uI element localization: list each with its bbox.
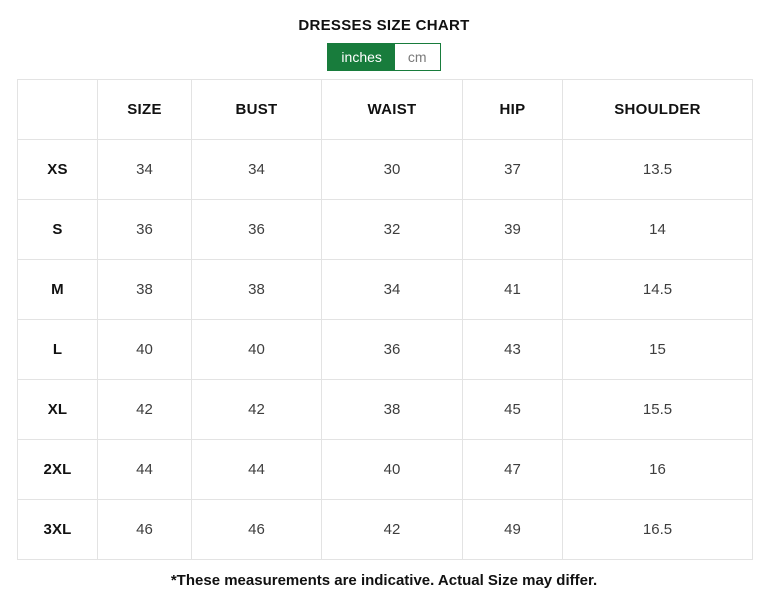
measurement-cell: 34 [97,139,192,200]
size-row-label: 3XL [17,499,98,560]
measurement-cell: 38 [321,379,463,440]
header-cell-hip: HIP [462,79,563,140]
measurement-cell: 40 [321,439,463,500]
header-cell-empty [17,79,98,140]
table-row: XS 34 34 30 37 13.5 [17,139,753,200]
table-header-row: SIZE BUST WAIST HIP SHOULDER [17,79,753,140]
measurement-cell: 43 [462,319,563,380]
table-row: M 38 38 34 41 14.5 [17,259,753,320]
size-row-label: XS [17,139,98,200]
table-row: 3XL 46 46 42 49 16.5 [17,499,753,560]
table-row: L 40 40 36 43 15 [17,319,753,380]
measurement-cell: 42 [97,379,192,440]
size-row-label: M [17,259,98,320]
size-row-label: L [17,319,98,380]
measurement-cell: 49 [462,499,563,560]
measurement-cell: 14.5 [562,259,753,320]
measurement-cell: 16 [562,439,753,500]
unit-toggle-cm-button[interactable]: cm [394,44,440,70]
measurement-cell: 16.5 [562,499,753,560]
header-cell-waist: WAIST [321,79,463,140]
size-chart-table: SIZE BUST WAIST HIP SHOULDER XS 34 34 30 37 1… [17,79,753,560]
measurement-cell: 39 [462,199,563,260]
measurement-cell: 46 [97,499,192,560]
measurement-cell: 34 [321,259,463,320]
size-row-label: 2XL [17,439,98,500]
unit-toggle-inches-button[interactable]: inches [328,44,395,70]
table-row: XL 42 42 38 45 15.5 [17,379,753,440]
measurement-cell: 44 [191,439,322,500]
table-row: 2XL 44 44 40 47 16 [17,439,753,500]
measurement-cell: 36 [191,199,322,260]
measurement-cell: 36 [97,199,192,260]
measurement-cell: 13.5 [562,139,753,200]
measurement-cell: 38 [191,259,322,320]
table-row: S 36 36 32 39 14 [17,199,753,260]
size-table-body: XS 34 34 30 37 13.5 S 36 36 32 39 14 M 38 38 34 41 14.5 L 4… [17,139,753,560]
measurement-cell: 30 [321,139,463,200]
measurement-cell: 41 [462,259,563,320]
unit-toggle-wrap: inches cm [0,43,768,71]
measurement-cell: 15 [562,319,753,380]
header-cell-bust: BUST [191,79,322,140]
size-row-label: S [17,199,98,260]
unit-toggle: inches cm [327,43,441,71]
measurement-cell: 42 [321,499,463,560]
measurement-cell: 42 [191,379,322,440]
measurement-cell: 38 [97,259,192,320]
measurement-cell: 40 [191,319,322,380]
measurement-cell: 36 [321,319,463,380]
measurement-cell: 34 [191,139,322,200]
page-title: DRESSES SIZE CHART [298,17,470,34]
measurement-cell: 40 [97,319,192,380]
measurement-cell: 14 [562,199,753,260]
header-cell-size: SIZE [97,79,192,140]
footnote: *These measurements are indicative. Actu… [170,572,598,589]
measurement-cell: 46 [191,499,322,560]
measurement-cell: 44 [97,439,192,500]
measurement-cell: 15.5 [562,379,753,440]
measurement-cell: 37 [462,139,563,200]
measurement-cell: 45 [462,379,563,440]
size-row-label: XL [17,379,98,440]
measurement-cell: 47 [462,439,563,500]
measurement-cell: 32 [321,199,463,260]
header-cell-shoulder: SHOULDER [562,79,753,140]
